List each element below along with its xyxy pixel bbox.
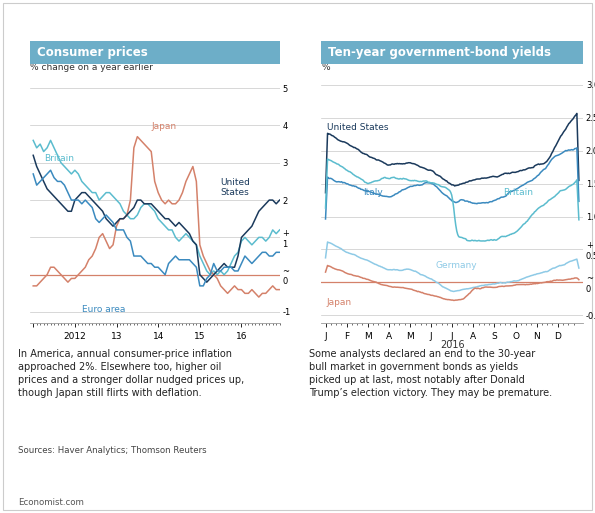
Text: Ten-year government-bond yields: Ten-year government-bond yields xyxy=(328,46,552,59)
Text: United
States: United States xyxy=(221,177,250,197)
Text: Britain: Britain xyxy=(503,188,533,198)
Text: Sources: Haver Analytics; Thomson Reuters: Sources: Haver Analytics; Thomson Reuter… xyxy=(18,446,206,456)
Text: Italy: Italy xyxy=(364,188,383,198)
Text: Japan: Japan xyxy=(327,299,352,307)
Text: Euro area: Euro area xyxy=(82,305,125,313)
Text: Consumer prices: Consumer prices xyxy=(37,46,148,59)
Text: In America, annual consumer-price inflation
approached 2%. Elsewhere too, higher: In America, annual consumer-price inflat… xyxy=(18,349,244,399)
Text: %: % xyxy=(321,63,330,72)
Text: Britain: Britain xyxy=(43,154,74,163)
Text: United States: United States xyxy=(327,123,388,132)
Text: Economist.com: Economist.com xyxy=(18,498,84,507)
Text: Germany: Germany xyxy=(436,261,477,270)
Text: Some analysts declared an end to the 30-year
bull market in government bonds as : Some analysts declared an end to the 30-… xyxy=(309,349,553,399)
Text: % change on a year earlier: % change on a year earlier xyxy=(30,63,153,72)
Text: Japan: Japan xyxy=(151,122,176,131)
Text: 2016: 2016 xyxy=(440,340,465,350)
